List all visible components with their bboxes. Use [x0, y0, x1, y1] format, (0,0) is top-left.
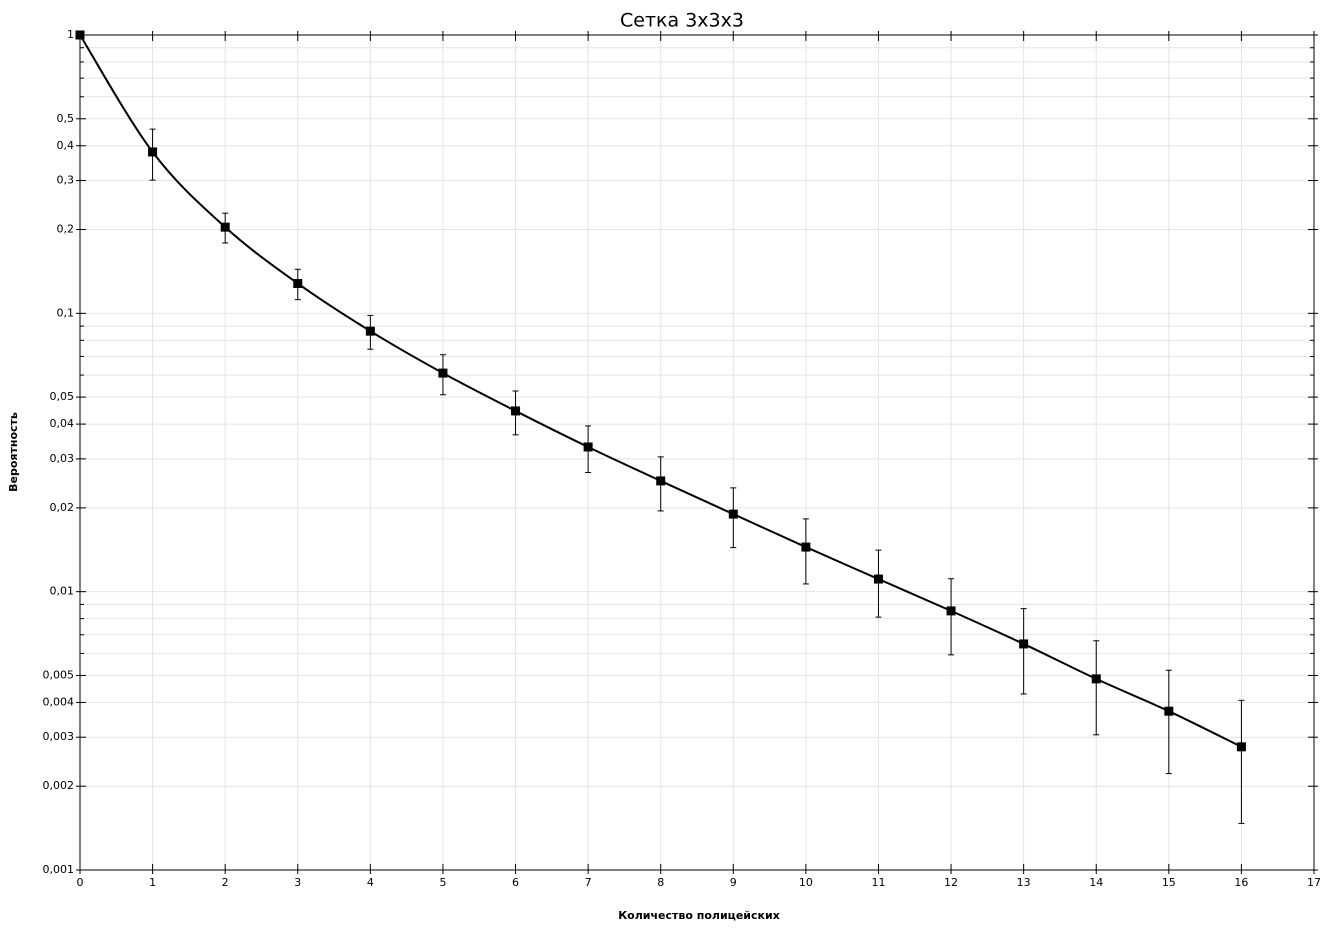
data-marker — [873, 574, 883, 584]
y-tick-label: 0,01 — [50, 585, 75, 598]
x-tick-label: 13 — [1017, 876, 1031, 889]
x-tick-label: 10 — [799, 876, 813, 889]
data-marker — [511, 406, 521, 416]
x-tick-label: 14 — [1089, 876, 1103, 889]
y-tick-label: 0,1 — [57, 306, 75, 319]
data-marker — [583, 442, 593, 452]
x-tick-label: 17 — [1307, 876, 1321, 889]
data-marker — [946, 606, 956, 616]
data-marker — [1019, 639, 1029, 649]
y-tick-label: 1 — [67, 28, 74, 41]
x-tick-label: 9 — [730, 876, 737, 889]
plot-frame — [79, 34, 1315, 871]
y-tick-label: 0,02 — [50, 501, 75, 514]
x-tick-label: 8 — [657, 876, 664, 889]
y-tick-label: 0,004 — [43, 695, 75, 708]
data-line — [79, 34, 1242, 748]
x-axis-label: Количество полицейских — [618, 909, 780, 922]
data-marker — [148, 147, 158, 157]
data-marker — [220, 222, 230, 232]
x-tick-label: 2 — [222, 876, 229, 889]
data-marker — [801, 542, 811, 552]
x-tick-label: 6 — [512, 876, 519, 889]
y-tick-label: 0,04 — [50, 417, 75, 430]
x-tick-label: 15 — [1162, 876, 1176, 889]
data-marker — [728, 509, 738, 519]
y-tick-label: 0,05 — [50, 390, 75, 403]
x-tick-label: 5 — [439, 876, 446, 889]
y-tick-label: 0,4 — [57, 139, 75, 152]
x-tick-label: 16 — [1234, 876, 1248, 889]
x-tick-label: 7 — [585, 876, 592, 889]
x-tick-label: 3 — [294, 876, 301, 889]
data-marker — [656, 476, 666, 486]
y-tick-label: 0,2 — [57, 223, 75, 236]
chart-title: Сетка 3x3x3 — [620, 10, 744, 32]
data-marker — [293, 278, 303, 288]
data-marker — [1091, 674, 1101, 684]
x-tick-label: 12 — [944, 876, 958, 889]
data-marker — [1236, 742, 1246, 752]
y-tick-label: 0,001 — [43, 863, 75, 876]
x-tick-label: 11 — [871, 876, 885, 889]
data-marker — [365, 326, 375, 336]
y-tick-label: 0,5 — [57, 112, 75, 125]
y-tick-label: 0,005 — [43, 668, 75, 681]
y-tick-label: 0,3 — [57, 174, 75, 187]
data-marker — [1164, 706, 1174, 716]
x-tick-label: 1 — [149, 876, 156, 889]
y-tick-label: 0,03 — [50, 452, 75, 465]
data-marker — [438, 368, 448, 378]
x-tick-label: 0 — [77, 876, 84, 889]
y-axis-label: Вероятность — [7, 412, 20, 492]
x-tick-label: 4 — [367, 876, 374, 889]
data-marker — [75, 30, 85, 40]
y-tick-label: 0,002 — [43, 779, 75, 792]
y-tick-label: 0,003 — [43, 730, 75, 743]
